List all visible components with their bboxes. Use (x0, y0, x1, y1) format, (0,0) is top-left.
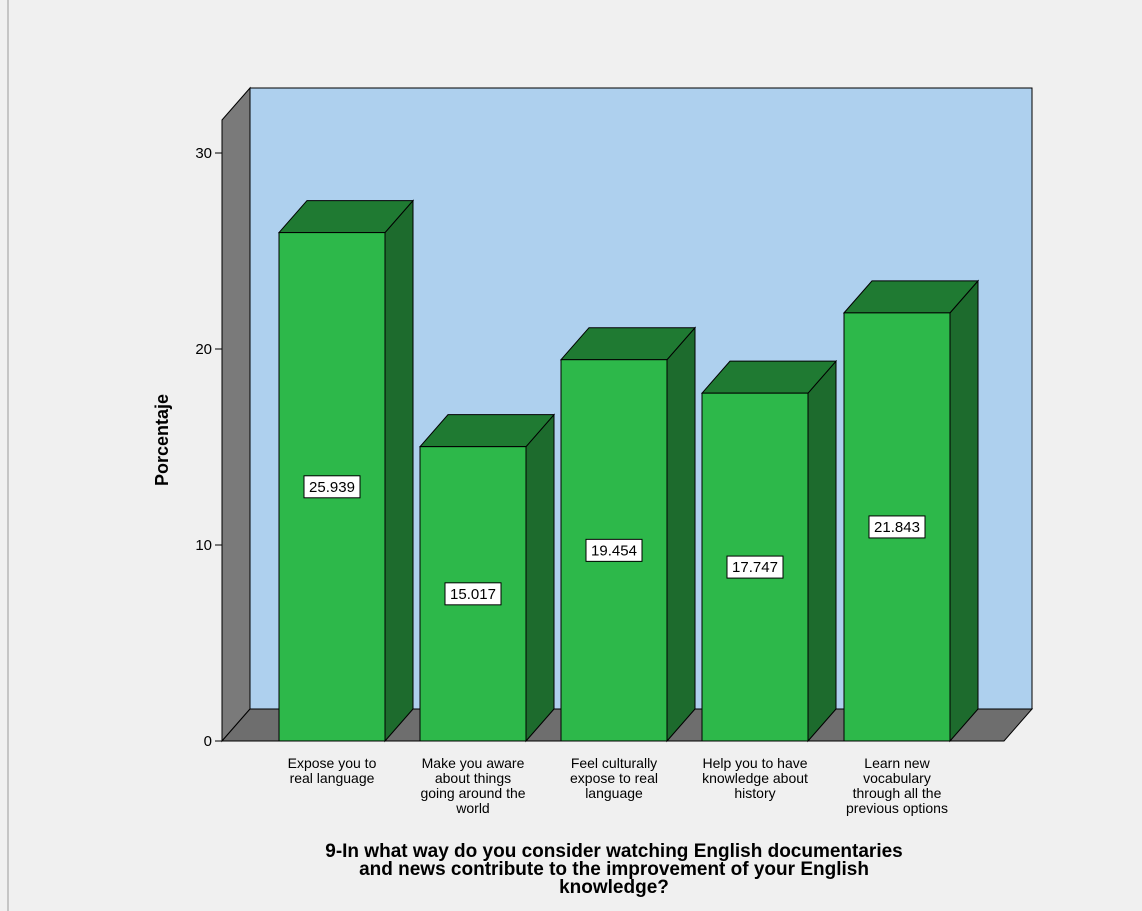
category-label-3: Feel culturally expose to real language (570, 755, 658, 801)
y-tick-label-20: 20 (195, 341, 212, 358)
category-label-1: Expose you to real language (288, 755, 377, 786)
bar-side-5 (949, 279, 979, 743)
left-side-wall (221, 86, 251, 743)
x-axis-title: 9-In what way do you consider watching E… (325, 841, 903, 898)
bar-side-1 (384, 199, 414, 743)
value-label-box-3 (585, 538, 643, 562)
value-label-box-5 (868, 515, 926, 539)
value-label-box-1 (303, 475, 361, 499)
category-label-4: Help you to have knowledge about history (702, 755, 808, 801)
value-label-3: 19.454 (591, 542, 637, 559)
value-label-1: 25.939 (309, 479, 355, 496)
y-tick-label-30: 30 (195, 145, 212, 162)
value-label-5: 21.843 (874, 519, 920, 536)
bar-side-3 (666, 326, 696, 743)
value-label-box-2 (444, 582, 502, 606)
y-axis-title: Porcentaje (152, 394, 172, 486)
category-label-5: Learn new vocabulary through all the previo… (846, 755, 948, 816)
y-tick-label-10: 10 (195, 537, 212, 554)
value-label-2: 15.017 (450, 586, 496, 603)
y-tick-label-0: 0 (204, 733, 212, 750)
value-label-4: 17.747 (732, 559, 778, 576)
category-label-2: Make you aware about things going around t… (420, 755, 525, 816)
bar-side-2 (525, 413, 555, 743)
bar-side-4 (807, 359, 837, 743)
value-label-box-4 (726, 555, 784, 579)
